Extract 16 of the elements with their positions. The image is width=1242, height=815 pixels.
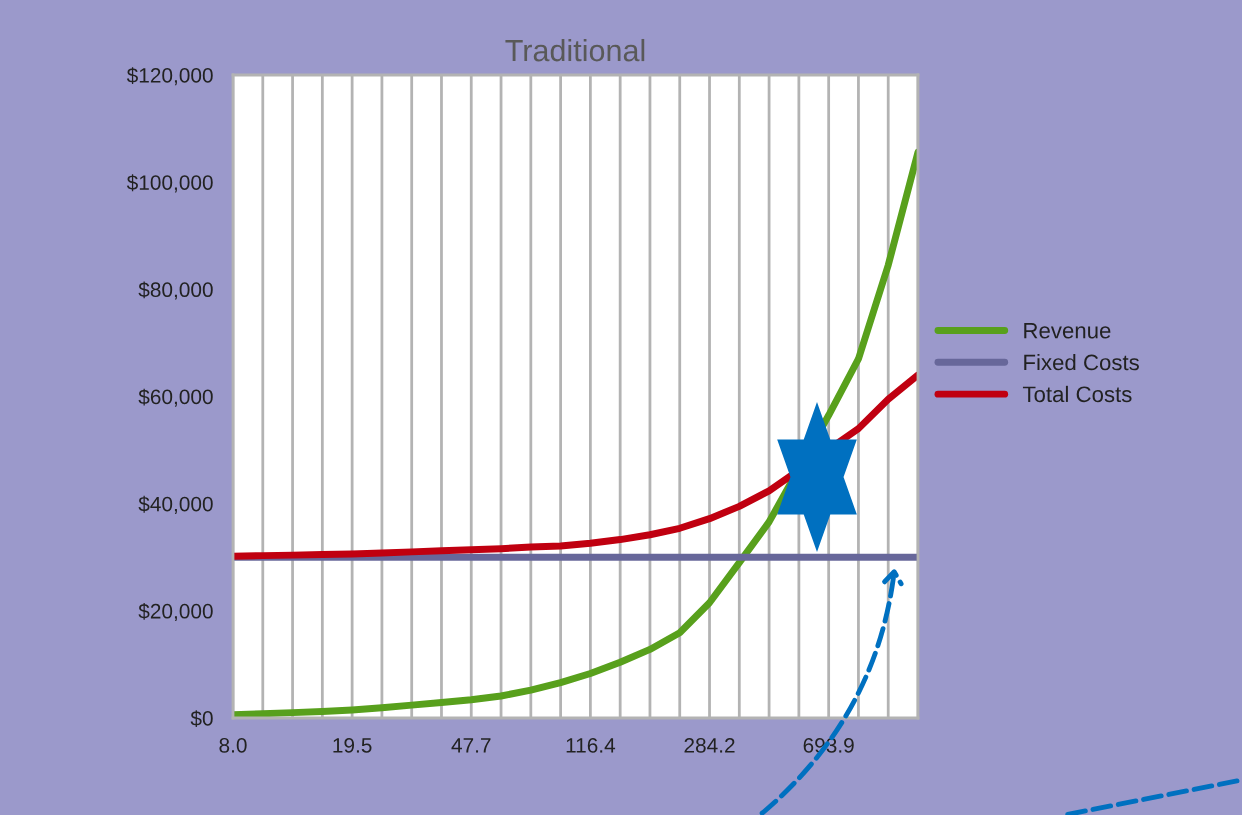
legend-label: Revenue xyxy=(1024,322,1111,339)
y-tick-label: $80,000 xyxy=(138,281,213,300)
y-tick-label: $20,000 xyxy=(138,602,213,622)
y-tick-label: $0 xyxy=(190,710,213,727)
x-tick-label: 8.0 xyxy=(219,737,247,753)
y-tick-label: $120,000 xyxy=(126,67,213,86)
legend-label: Total Costs xyxy=(1022,385,1132,403)
legend-label: Fixed Costs xyxy=(1024,353,1139,371)
y-tick-label: $100,000 xyxy=(126,174,213,193)
x-tick-label: 19.5 xyxy=(333,737,372,753)
y-tick-label: $60,000 xyxy=(138,388,213,407)
x-tick-label: 47.7 xyxy=(451,738,491,753)
x-tick-label: 116.4 xyxy=(566,737,616,753)
chart-title: Traditional xyxy=(505,38,645,62)
y-tick-label: $40,000 xyxy=(138,495,213,514)
x-tick-label: 284.2 xyxy=(684,737,735,753)
